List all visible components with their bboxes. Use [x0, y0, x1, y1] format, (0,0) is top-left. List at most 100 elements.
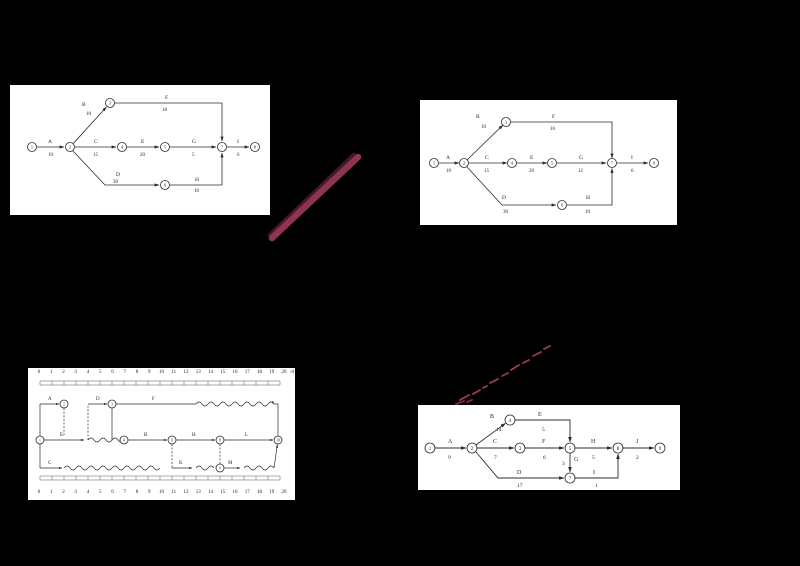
tick-label: 9	[148, 490, 151, 495]
bl-plan-svg: 1 2 3 4 6 8 9 10 A D F E B H L C K M	[35, 380, 283, 481]
marker-streak	[267, 152, 362, 242]
node-label: 4	[509, 419, 512, 424]
edge-D	[72, 150, 160, 187]
duration-label: 16	[550, 127, 556, 132]
node-label: 6	[561, 203, 564, 208]
edge-B	[475, 422, 506, 446]
node-circle	[504, 414, 516, 426]
node-label: 2	[63, 402, 65, 406]
tick-label: 18	[257, 370, 262, 375]
duration-label: 7	[494, 455, 497, 461]
node-label: 2	[69, 145, 71, 150]
duration-label: 5	[542, 427, 545, 433]
tick-label: 3	[74, 490, 78, 495]
duration-label: 14	[496, 427, 502, 433]
activity-label: K	[179, 461, 183, 466]
time-axes	[39, 380, 281, 481]
node-label: 3	[505, 120, 508, 125]
node-circle	[612, 442, 624, 454]
node-label: 1	[433, 161, 435, 166]
node-circle	[65, 142, 75, 152]
node-label: 6	[171, 438, 173, 442]
activity-label: F	[542, 439, 546, 445]
float-wave-E	[87, 437, 125, 443]
tick-label: 14	[208, 370, 213, 375]
tick-label: 3	[74, 370, 78, 375]
activity-label: C	[485, 155, 489, 161]
activity-label: F	[165, 95, 168, 101]
tick-label: 1	[50, 490, 53, 495]
node-circle	[607, 158, 617, 168]
network-diagram-top-left: 1 2 3 4 5 6 7 8 A 10 B 10 F 18 C 15 E 20…	[10, 85, 270, 215]
tick-label: 13	[195, 370, 201, 375]
float-wave-F	[195, 400, 275, 407]
node-label: 5	[164, 145, 167, 150]
activity-label: J	[636, 439, 639, 445]
activity-label: E	[60, 433, 63, 438]
network-edges	[435, 419, 655, 480]
node-label: 5	[569, 447, 572, 452]
node-label: 4	[511, 161, 514, 166]
tick-label: 17	[244, 490, 250, 495]
plan-activities	[40, 400, 279, 471]
activity-label: C	[48, 461, 52, 466]
node-label: 3	[109, 101, 112, 106]
duration-label: 12	[578, 169, 584, 174]
handwritten-marks	[455, 345, 551, 405]
streak-stroke	[267, 152, 356, 237]
tick-label: 10	[159, 370, 164, 375]
handwriting-stroke	[501, 372, 509, 377]
network-diagram-bottom-right: 1 2 3 4 5 7 8 9 A 9 B 14 E 5 C 7 F 6 G	[418, 405, 680, 490]
activity-label: H	[586, 195, 590, 201]
network-nodes: 1 2 3 4 5 6 7 8	[429, 117, 659, 210]
node-label: 8	[653, 161, 656, 166]
node-label: 5	[551, 161, 554, 166]
node-circle	[501, 117, 511, 127]
activity-label: A	[48, 397, 52, 402]
handwriting-stroke	[466, 399, 473, 403]
tick-label: 16	[232, 370, 238, 375]
tick-label: 8	[135, 370, 139, 375]
activity-label: I	[237, 139, 239, 145]
activity-label: B	[476, 114, 480, 120]
node-circle	[250, 142, 260, 152]
duration-label: 6	[543, 455, 546, 461]
bottom-axis-ticks	[39, 476, 281, 480]
activity-label: D	[96, 397, 100, 402]
network-edges	[439, 121, 649, 207]
tick-label: 0	[37, 490, 41, 495]
node-circle	[564, 472, 576, 484]
network-diagram-top-right: 1 2 3 4 5 6 7 8 A 10 B 10 F 16 C 15 E 20…	[420, 100, 677, 225]
tick-label: 1	[50, 370, 53, 375]
edge-D	[466, 166, 557, 207]
node-circle	[160, 142, 170, 152]
node-label: 7	[221, 145, 224, 150]
edge-I	[575, 453, 620, 479]
node-label: 4	[121, 145, 124, 150]
tick-label: 5	[99, 490, 102, 495]
node-circle	[119, 435, 129, 445]
activity-label: E	[141, 139, 145, 145]
duration-label: 5	[592, 455, 595, 461]
node-circle	[507, 158, 517, 168]
activity-label: D	[116, 172, 120, 178]
duration-label: 10	[585, 210, 591, 215]
node-label: 8	[219, 438, 221, 442]
edge-B	[466, 124, 504, 161]
activity-label: A	[448, 439, 453, 445]
node-circle	[547, 158, 557, 168]
activity-label: D	[502, 195, 506, 201]
activity-labels: A 9 B 14 E 5 C 7 F 6 G 3 D 17 I 1 H 5 J …	[448, 412, 639, 489]
activity-label: E	[530, 155, 534, 161]
activity-label: H	[195, 177, 199, 183]
float-wave-M	[243, 465, 275, 471]
tick-label: 10	[159, 490, 164, 495]
duration-label: 30	[503, 210, 509, 215]
end-diagonal	[273, 444, 279, 469]
unit-label: /d	[290, 370, 294, 375]
tick-label: 18	[257, 490, 262, 495]
node-label: 8	[617, 447, 620, 452]
duration-label: 18	[162, 108, 168, 113]
tick-label: 7	[123, 490, 127, 495]
node-circle	[59, 399, 69, 409]
